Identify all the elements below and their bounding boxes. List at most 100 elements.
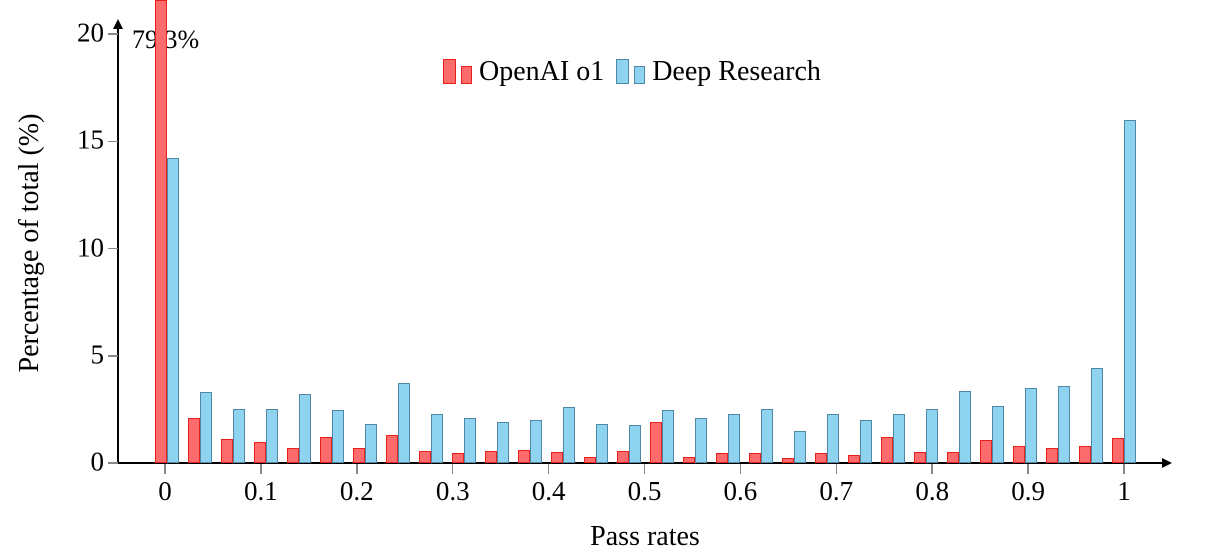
y-tick-label: 5 xyxy=(90,339,105,370)
bar-openai-o1-0 xyxy=(155,0,167,463)
bar-openai-o1-3 xyxy=(254,441,266,463)
x-tick-mark xyxy=(1027,464,1029,474)
y-tick-mark xyxy=(108,140,118,142)
x-tick-label: 0.8 xyxy=(915,476,950,506)
bar-openai-o1-13 xyxy=(584,456,596,463)
bar-deep-research-19 xyxy=(794,430,806,463)
x-tick-label: 0.4 xyxy=(531,476,566,506)
bar-deep-research-15 xyxy=(662,410,674,463)
y-tick-label: 0 xyxy=(90,446,105,477)
bar-openai-o1-23 xyxy=(914,452,926,463)
x-tick-mark xyxy=(451,464,454,474)
bar-deep-research-29 xyxy=(1124,119,1136,463)
bar-deep-research-2 xyxy=(233,409,245,463)
x-tick-label: 1 xyxy=(1117,476,1131,506)
legend-label-openai-o1: OpenAI o1 xyxy=(479,56,605,87)
bar-deep-research-11 xyxy=(530,420,542,463)
bar-openai-o1-19 xyxy=(782,457,794,463)
bar-deep-research-10 xyxy=(497,422,509,463)
x-tick-label: 0.3 xyxy=(435,476,470,506)
x-tick-mark xyxy=(1123,464,1125,474)
x-tick-mark xyxy=(835,464,838,474)
bar-openai-o1-4 xyxy=(287,447,299,463)
bar-deep-research-22 xyxy=(893,413,905,463)
bar-deep-research-20 xyxy=(827,413,839,463)
bar-deep-research-16 xyxy=(695,417,707,463)
bar-openai-o1-7 xyxy=(386,435,398,463)
x-tick-label: 0.1 xyxy=(244,476,278,506)
bar-deep-research-14 xyxy=(629,425,641,463)
bar-deep-research-5 xyxy=(332,410,344,463)
x-axis-line xyxy=(118,462,1164,464)
y-tick-mark xyxy=(108,462,118,464)
bar-deep-research-12 xyxy=(563,407,575,463)
bar-openai-o1-9 xyxy=(452,453,464,463)
bar-openai-o1-20 xyxy=(815,453,827,463)
bar-deep-research-3 xyxy=(266,409,278,463)
bar-openai-o1-22 xyxy=(881,437,893,463)
y-tick-label: 15 xyxy=(77,124,104,155)
x-tick-mark xyxy=(739,464,742,474)
bar-deep-research-4 xyxy=(299,394,311,463)
bar-deep-research-1 xyxy=(200,392,212,463)
x-tick-label: 0.5 xyxy=(627,476,662,506)
bar-deep-research-0 xyxy=(167,158,179,463)
y-tick-mark xyxy=(108,247,118,250)
x-tick-label: 0.9 xyxy=(1011,476,1045,506)
bar-openai-o1-29 xyxy=(1112,438,1124,463)
y-tick-label: 10 xyxy=(77,231,104,262)
y-tick-mark xyxy=(108,355,118,357)
bar-deep-research-13 xyxy=(596,424,608,463)
legend: OpenAI o1 Deep Research xyxy=(443,54,821,87)
bar-openai-o1-16 xyxy=(683,456,695,463)
x-tick-mark xyxy=(547,464,550,474)
x-tick-mark xyxy=(643,464,646,474)
deep-research-bar-swatch-icon xyxy=(616,59,646,84)
bar-openai-o1-5 xyxy=(320,437,332,463)
bar-openai-o1-12 xyxy=(551,452,563,463)
bar-deep-research-28 xyxy=(1091,367,1103,463)
bar-deep-research-26 xyxy=(1025,387,1037,463)
bar-deep-research-6 xyxy=(365,424,377,463)
bar-openai-o1-28 xyxy=(1079,445,1091,463)
bar-deep-research-8 xyxy=(431,413,443,463)
bar-deep-research-23 xyxy=(926,409,938,463)
x-tick-mark xyxy=(164,464,166,474)
bar-deep-research-21 xyxy=(860,420,872,463)
x-tick-label: 0 xyxy=(158,476,172,506)
bar-deep-research-9 xyxy=(464,417,476,463)
x-axis-arrow-icon xyxy=(1162,458,1172,468)
bar-deep-research-25 xyxy=(992,406,1004,463)
bar-openai-o1-25 xyxy=(980,440,992,463)
x-tick-label: 0.7 xyxy=(819,476,854,506)
bar-openai-o1-2 xyxy=(221,439,233,463)
y-tick-label: 20 xyxy=(77,17,104,48)
y-axis-line xyxy=(117,28,119,463)
bar-deep-research-27 xyxy=(1058,385,1070,463)
openai-o1-bar-swatch-icon xyxy=(443,59,472,84)
bar-deep-research-7 xyxy=(398,382,410,463)
legend-label-deep-research: Deep Research xyxy=(652,56,821,87)
y-tick-mark xyxy=(108,33,118,35)
bar-openai-o1-24 xyxy=(947,452,959,463)
bar-openai-o1-15 xyxy=(650,422,662,463)
bar-openai-o1-11 xyxy=(518,450,530,463)
bar-openai-o1-10 xyxy=(485,451,497,463)
bar-openai-o1-27 xyxy=(1046,447,1058,463)
bar-openai-o1-21 xyxy=(848,455,860,463)
bar-openai-o1-6 xyxy=(353,447,365,463)
x-tick-label: 0.2 xyxy=(339,476,374,506)
x-axis-title: Pass rates xyxy=(590,521,700,552)
bar-openai-o1-18 xyxy=(749,453,761,463)
x-tick-mark xyxy=(931,464,933,474)
legend-item-openai-o1: OpenAI o1 xyxy=(443,56,605,87)
x-tick-mark xyxy=(260,464,262,474)
x-tick-mark xyxy=(356,464,358,474)
legend-item-deep-research: Deep Research xyxy=(616,56,821,87)
x-tick-label: 0.6 xyxy=(723,476,758,506)
bar-deep-research-18 xyxy=(761,409,773,463)
bar-openai-o1-17 xyxy=(716,453,728,463)
bar-openai-o1-26 xyxy=(1013,445,1025,463)
